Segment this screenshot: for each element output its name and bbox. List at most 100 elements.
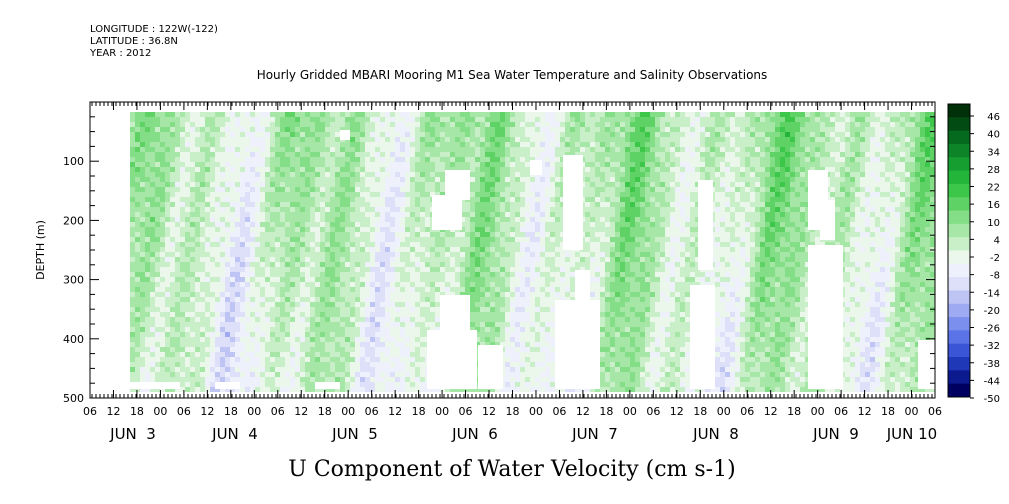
heatmap-cell	[530, 297, 535, 302]
heatmap-cell	[320, 297, 325, 302]
heatmap-cell	[245, 157, 250, 162]
heatmap-cell	[320, 362, 325, 367]
heatmap-cell	[305, 112, 310, 117]
heatmap-cell	[265, 322, 270, 327]
heatmap-cell	[205, 317, 210, 322]
heatmap-cell	[425, 157, 430, 162]
heatmap-cell	[400, 277, 405, 282]
heatmap-cell	[425, 302, 430, 307]
heatmap-cell	[230, 272, 235, 277]
heatmap-cell	[230, 297, 235, 302]
heatmap-cell	[150, 372, 155, 377]
heatmap-cell	[310, 137, 315, 142]
heatmap-cell	[465, 247, 470, 252]
heatmap-cell	[260, 322, 265, 327]
heatmap-cell	[455, 272, 460, 277]
heatmap-cell	[350, 252, 355, 257]
heatmap-cell	[180, 252, 185, 257]
heatmap-cell	[440, 237, 445, 242]
heatmap-cell	[450, 232, 455, 237]
heatmap-cell	[505, 127, 510, 132]
heatmap-cell	[360, 182, 365, 187]
heatmap-cell	[400, 187, 405, 192]
heatmap-cell	[135, 332, 140, 337]
heatmap-cell	[130, 127, 135, 132]
heatmap-cell	[440, 187, 445, 192]
heatmap-cell	[275, 237, 280, 242]
heatmap-cell	[295, 322, 300, 327]
heatmap-cell	[205, 377, 210, 382]
heatmap-cell	[395, 337, 400, 342]
heatmap-cell	[350, 222, 355, 227]
heatmap-cell	[405, 292, 410, 297]
heatmap-cell	[510, 207, 515, 212]
heatmap-cell	[150, 242, 155, 247]
heatmap-cell	[300, 147, 305, 152]
heatmap-cell	[515, 337, 520, 342]
heatmap-cell	[430, 317, 435, 322]
heatmap-cell	[195, 332, 200, 337]
heatmap-cell	[150, 352, 155, 357]
heatmap-cell	[435, 232, 440, 237]
heatmap-cell	[270, 287, 275, 292]
heatmap-cell	[265, 217, 270, 222]
heatmap-cell	[260, 162, 265, 167]
heatmap-cell	[300, 192, 305, 197]
heatmap-cell	[540, 147, 545, 152]
heatmap-cell	[190, 117, 195, 122]
heatmap-cell	[150, 142, 155, 147]
heatmap-cell	[255, 352, 260, 357]
heatmap-cell	[175, 157, 180, 162]
heatmap-cell	[260, 242, 265, 247]
heatmap-cell	[195, 222, 200, 227]
heatmap-cell	[415, 342, 420, 347]
heatmap-cell	[330, 352, 335, 357]
heatmap-cell	[350, 347, 355, 352]
heatmap-cell	[430, 137, 435, 142]
heatmap-cell	[510, 257, 515, 262]
heatmap-cell	[305, 157, 310, 162]
heatmap-cell	[550, 357, 555, 362]
heatmap-cell	[465, 227, 470, 232]
heatmap-cell	[500, 202, 505, 207]
heatmap-cell	[560, 297, 565, 302]
heatmap-cell	[310, 377, 315, 382]
heatmap-cell	[430, 387, 435, 392]
heatmap-cell	[395, 267, 400, 272]
heatmap-cell	[160, 177, 165, 182]
heatmap-cell	[460, 222, 465, 227]
heatmap-cell	[175, 352, 180, 357]
heatmap-cell	[160, 377, 165, 382]
heatmap-cell	[175, 152, 180, 157]
heatmap-cell	[475, 227, 480, 232]
heatmap-cell	[270, 302, 275, 307]
heatmap-cell	[555, 237, 560, 242]
heatmap-cell	[530, 382, 535, 387]
heatmap-cell	[155, 292, 160, 297]
heatmap-cell	[435, 302, 440, 307]
heatmap-cell	[270, 322, 275, 327]
heatmap-cell	[185, 172, 190, 177]
heatmap-cell	[345, 357, 350, 362]
heatmap-cell	[190, 312, 195, 317]
heatmap-cell	[140, 277, 145, 282]
heatmap-cell	[570, 257, 575, 262]
heatmap-cell	[500, 237, 505, 242]
heatmap-cell	[355, 382, 360, 387]
heatmap-cell	[255, 227, 260, 232]
heatmap-cell	[370, 167, 375, 172]
heatmap-cell	[270, 127, 275, 132]
heatmap-cell	[425, 297, 430, 302]
heatmap-cell	[240, 352, 245, 357]
heatmap-cell	[230, 277, 235, 282]
heatmap-cell	[295, 137, 300, 142]
heatmap-cell	[515, 187, 520, 192]
heatmap-cell	[200, 212, 205, 217]
heatmap-cell	[145, 317, 150, 322]
heatmap-cell	[405, 342, 410, 347]
heatmap-cell	[355, 252, 360, 257]
heatmap-cell	[490, 152, 495, 157]
heatmap-cell	[435, 282, 440, 287]
heatmap-cell	[515, 147, 520, 152]
heatmap-cell	[155, 227, 160, 232]
